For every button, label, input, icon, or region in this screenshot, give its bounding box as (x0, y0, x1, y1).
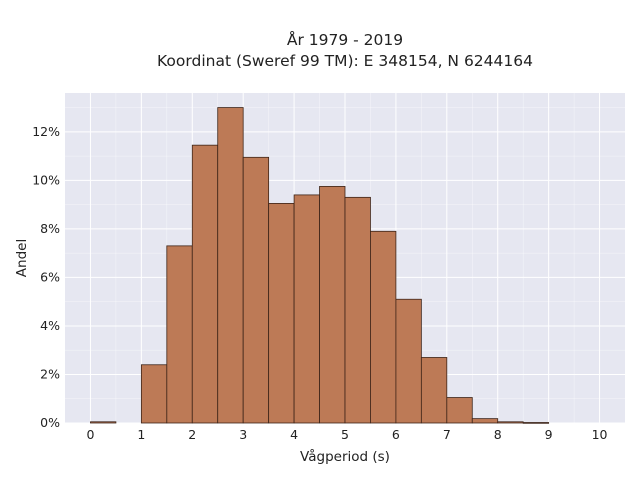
chart-subtitle: Koordinat (Sweref 99 TM): E 348154, N 62… (157, 52, 533, 70)
x-tick-label: 0 (86, 427, 94, 442)
y-tick-label: 2% (40, 366, 60, 381)
x-tick-label: 3 (239, 427, 247, 442)
x-axis-label: Vågperiod (s) (300, 448, 390, 465)
x-tick-label: 8 (494, 427, 502, 442)
chart-title: År 1979 - 2019 (287, 30, 403, 49)
y-tick-label: 0% (40, 415, 60, 430)
x-tick-label: 6 (392, 427, 400, 442)
histogram-bar (471, 418, 499, 424)
y-tick-label: 8% (40, 221, 60, 236)
x-tick-label: 10 (592, 427, 608, 442)
x-tick-label: 4 (290, 427, 298, 442)
bars (90, 107, 550, 424)
histogram-bar (166, 245, 193, 424)
histogram-bar (140, 364, 168, 424)
y-tick-label: 4% (40, 318, 60, 333)
histogram-bar (191, 144, 219, 424)
x-tick-label: 1 (137, 427, 145, 442)
x-axis-ticks: 0 1 2 3 4 5 6 7 8 9 10 (86, 427, 607, 442)
histogram-bar (90, 421, 117, 424)
y-tick-label: 12% (32, 124, 60, 139)
histogram-bar (420, 357, 448, 424)
histogram-bar (217, 107, 244, 424)
x-tick-label: 2 (188, 427, 196, 442)
histogram-bar (344, 196, 371, 424)
y-axis-ticks: 0% 2% 4% 6% 8% 10% 12% (32, 124, 60, 430)
y-tick-label: 10% (32, 172, 60, 187)
histogram-bar (497, 421, 524, 424)
histogram-bar (370, 230, 397, 424)
x-tick-label: 9 (545, 427, 553, 442)
histogram-bar (242, 156, 270, 424)
x-tick-label: 5 (341, 427, 349, 442)
histogram-bar (293, 194, 320, 424)
x-tick-label: 7 (443, 427, 451, 442)
histogram-bar (268, 203, 295, 424)
y-axis-label: Andel (14, 239, 30, 277)
histogram-bar (319, 186, 346, 424)
histogram-bar (522, 422, 550, 424)
histogram-bar (446, 397, 473, 424)
histogram-bar (395, 298, 422, 424)
y-tick-label: 6% (40, 269, 60, 284)
